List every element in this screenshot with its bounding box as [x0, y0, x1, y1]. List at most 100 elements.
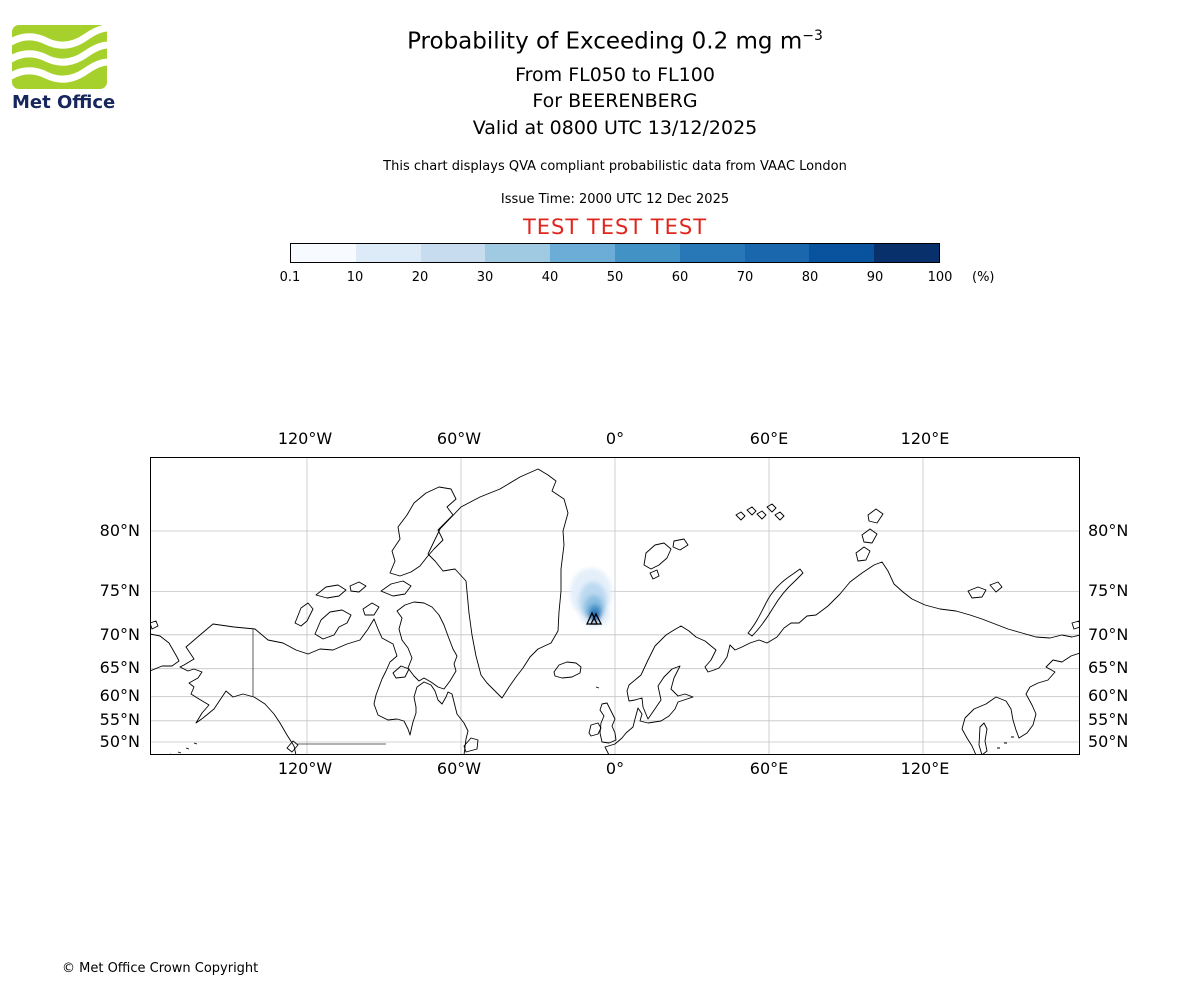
subtitle-valid-time: Valid at 0800 UTC 13/12/2025 — [472, 117, 758, 139]
colorbar-segment — [550, 244, 615, 262]
map-svg — [149, 457, 1081, 756]
qva-description: This chart displays QVA compliant probab… — [383, 159, 847, 174]
lat-label-left: 60°N — [99, 686, 140, 705]
volcano-marker-icon — [585, 611, 603, 625]
lat-label-right: 70°N — [1088, 625, 1129, 644]
colorbar-tick: 40 — [541, 270, 559, 285]
colorbar-tick: 30 — [476, 270, 494, 285]
coastline-ireland — [588, 722, 602, 737]
lon-label-bottom: 60°W — [436, 759, 482, 778]
lon-label-top: 60°E — [749, 429, 789, 448]
coastline-vancouver-island — [286, 740, 299, 753]
coastline-ellesmere — [389, 486, 457, 577]
test-banner: TEST TEST TEST — [522, 215, 708, 239]
coastlines — [149, 468, 1081, 756]
subtitle-flight-levels: From FL050 to FL100 — [515, 64, 715, 86]
lat-label-right: 65°N — [1088, 658, 1129, 677]
lon-label-top: 0° — [605, 429, 625, 448]
logo-wave-icon — [3, 58, 119, 83]
colorbar-tick: 70 — [736, 270, 754, 285]
lat-label-left: 70°N — [99, 625, 140, 644]
coastline-kuril-islands — [997, 736, 1014, 749]
lon-label-top: 120°E — [900, 429, 950, 448]
coastline-banks-island — [294, 602, 314, 627]
logo-text: Met Office — [12, 92, 116, 113]
coastline-franz-josef-land — [735, 503, 785, 521]
lat-label-left: 65°N — [99, 658, 140, 677]
subtitle-volcano: For BEERENBERG — [532, 90, 698, 112]
coastline-newfoundland — [463, 737, 479, 753]
copyright: © Met Office Crown Copyright — [62, 961, 259, 976]
map-border — [150, 457, 1080, 755]
graticule — [150, 457, 1080, 755]
coastline-faroe-islands — [595, 686, 600, 689]
logo-wave-icon — [3, 41, 119, 66]
lat-label-left: 80°N — [99, 521, 140, 540]
colorbar-segment — [291, 244, 356, 262]
lat-label-right: 80°N — [1088, 521, 1129, 540]
colorbar-tick: 80 — [801, 270, 819, 285]
colorbar-segment — [614, 244, 680, 262]
colorbar-segment — [679, 244, 745, 262]
title-superscript: −3 — [802, 28, 823, 44]
coastline-somerset-island — [362, 602, 380, 616]
coastline-severnaya-zemlya — [855, 508, 884, 562]
coastline-chukotka — [149, 633, 180, 672]
coastline-svalbard — [643, 542, 672, 570]
country-borders — [252, 629, 386, 745]
colorbar-unit-label: (%) — [972, 270, 995, 285]
title-main: Probability of Exceeding 0.2 mg m — [407, 28, 803, 55]
colorbar-tick: 90 — [866, 270, 884, 285]
map — [149, 457, 1081, 756]
colorbar-tick: 10 — [346, 270, 364, 285]
coastline-eurasia — [604, 561, 1081, 756]
lat-label-left: 55°N — [99, 710, 140, 729]
coastline-devon-island — [380, 580, 412, 597]
lat-label-left: 75°N — [99, 581, 140, 600]
colorbar-tick: 0.1 — [279, 270, 301, 285]
issue-time: Issue Time: 2000 UTC 12 Dec 2025 — [500, 192, 730, 207]
ash-probability-plume — [570, 568, 612, 627]
lat-label-right: 50°N — [1088, 732, 1129, 751]
lat-label-right: 75°N — [1088, 581, 1129, 600]
coastline-svalbard-ne — [672, 538, 689, 551]
colorbar-tick: 50 — [606, 270, 624, 285]
logo-wave-icon — [3, 24, 119, 49]
coastline-melville-island — [315, 584, 347, 599]
coastline-north-america — [179, 618, 469, 756]
colorbar-tick: 60 — [671, 270, 689, 285]
coastline-sakhalin — [978, 722, 988, 756]
coastline-svalbard-s — [649, 569, 660, 580]
colorbar-segment — [744, 244, 810, 262]
coastline-novaya-zemlya — [747, 568, 804, 637]
coastline-baffin-island — [396, 601, 458, 690]
coastline-southampton-island — [392, 665, 410, 679]
lat-label-left: 50°N — [99, 732, 140, 751]
coastline-bathurst-island — [349, 581, 367, 593]
coastline-victoria-island — [314, 609, 352, 640]
colorbar-segment — [355, 244, 421, 262]
lon-label-bottom: 0° — [605, 759, 625, 778]
coastline-aleutian-islands — [169, 742, 198, 756]
colorbar-segment — [809, 244, 875, 262]
lon-label-top: 120°W — [277, 429, 333, 448]
colorbar — [290, 243, 940, 263]
coastline-iceland — [553, 661, 582, 679]
met-office-logo-icon — [3, 24, 119, 89]
colorbar-segment — [485, 244, 551, 262]
colorbar-segment — [874, 244, 939, 262]
lat-label-right: 55°N — [1088, 710, 1129, 729]
page-title: Probability of Exceeding 0.2 mg m−3 — [150, 28, 1080, 55]
coastline-great-britain — [599, 702, 617, 744]
lon-label-bottom: 60°E — [749, 759, 789, 778]
lon-label-bottom: 120°E — [900, 759, 950, 778]
coastline-greenland — [427, 468, 569, 699]
colorbar-segment — [420, 244, 486, 262]
lon-label-bottom: 120°W — [277, 759, 333, 778]
lat-label-right: 60°N — [1088, 686, 1129, 705]
logo-svg — [3, 24, 119, 89]
colorbar-tick: 20 — [411, 270, 429, 285]
colorbar-tick: 100 — [927, 270, 953, 285]
coastline-new-siberian-islands — [967, 581, 1003, 599]
